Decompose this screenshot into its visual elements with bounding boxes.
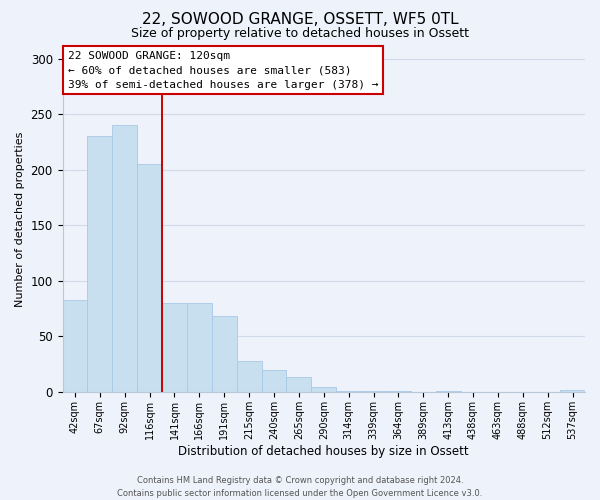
Bar <box>88 136 112 392</box>
Bar <box>187 303 212 392</box>
Bar <box>436 391 461 392</box>
Text: Contains HM Land Registry data © Crown copyright and database right 2024.
Contai: Contains HM Land Registry data © Crown c… <box>118 476 482 498</box>
Y-axis label: Number of detached properties: Number of detached properties <box>15 132 25 308</box>
Bar <box>262 370 286 392</box>
Bar <box>137 164 162 392</box>
X-axis label: Distribution of detached houses by size in Ossett: Distribution of detached houses by size … <box>178 444 469 458</box>
Text: 22 SOWOOD GRANGE: 120sqm
← 60% of detached houses are smaller (583)
39% of semi-: 22 SOWOOD GRANGE: 120sqm ← 60% of detach… <box>68 51 378 90</box>
Bar <box>162 303 187 392</box>
Text: Size of property relative to detached houses in Ossett: Size of property relative to detached ho… <box>131 28 469 40</box>
Bar <box>336 391 361 392</box>
Bar <box>386 391 411 392</box>
Bar <box>212 316 236 392</box>
Bar <box>62 300 88 392</box>
Text: 22, SOWOOD GRANGE, OSSETT, WF5 0TL: 22, SOWOOD GRANGE, OSSETT, WF5 0TL <box>142 12 458 28</box>
Bar <box>361 391 386 392</box>
Bar <box>311 388 336 392</box>
Bar <box>112 126 137 392</box>
Bar <box>286 378 311 392</box>
Bar <box>236 361 262 392</box>
Bar <box>560 390 585 392</box>
